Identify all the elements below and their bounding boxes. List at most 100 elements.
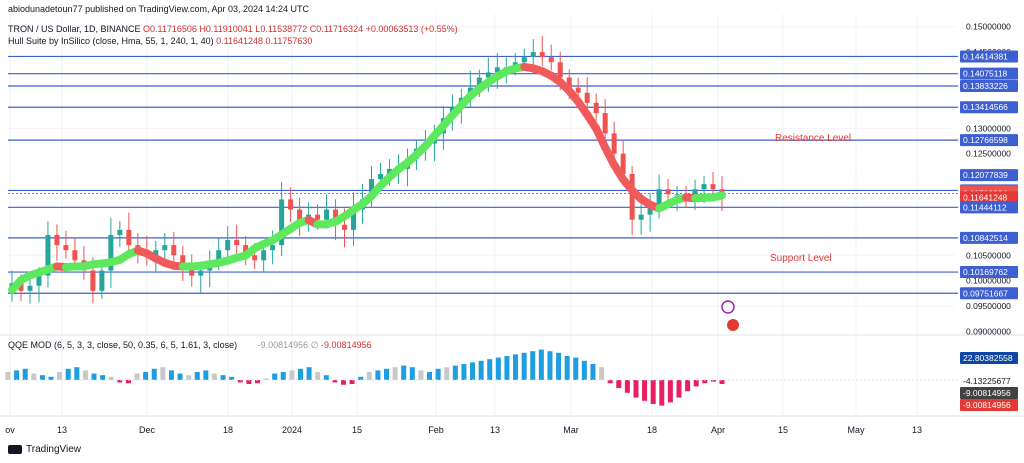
qqe-bar (521, 352, 527, 380)
qqe-bar (91, 373, 97, 380)
candle (386, 168, 392, 174)
flag-icon (727, 319, 739, 331)
candle (665, 189, 671, 195)
qqe-bar (530, 351, 536, 380)
candle (315, 214, 321, 220)
candle (620, 153, 626, 174)
qqe-bar (504, 356, 510, 380)
qqe-bar (624, 380, 630, 393)
candle (90, 270, 96, 291)
candle (252, 255, 258, 261)
candle (539, 52, 545, 58)
qqe-bar (82, 370, 88, 380)
lightning-icon (721, 300, 735, 314)
price-tag-bg (960, 266, 1018, 279)
hull-band-segment (709, 191, 726, 202)
qqe-bar (590, 364, 596, 380)
qqe-bar (168, 370, 174, 380)
qqe-bar (616, 380, 622, 388)
candle (198, 270, 204, 276)
qqe-tag-bg (960, 352, 1018, 364)
qqe-bar (143, 372, 149, 380)
qqe-bar (340, 380, 346, 385)
candle (647, 204, 653, 215)
candle (189, 265, 195, 276)
candle (216, 250, 222, 261)
candle (234, 240, 240, 246)
price-tag: 0.11444112 (963, 202, 1007, 212)
price-tag: 0.13414566 (963, 102, 1008, 112)
support-label: Support Level (770, 253, 832, 264)
qqe-bar (676, 380, 682, 398)
y-axis-label: 0.09500000 (966, 301, 1011, 311)
qqe-bar (246, 380, 252, 384)
y-axis-label: 0.09000000 (966, 326, 1011, 336)
candle (153, 250, 159, 256)
price-tag-bg (960, 201, 1018, 214)
qqe-bar (108, 376, 114, 380)
x-tick-label: 15 (778, 425, 788, 435)
x-tick-label: 13 (490, 425, 500, 435)
candle (575, 87, 581, 93)
qqe-bar (659, 380, 665, 406)
x-tick-label: 2024 (282, 425, 302, 435)
price-tag-bg (960, 231, 1018, 244)
candle (54, 234, 60, 246)
y-axis-label: 0.10500000 (966, 250, 1011, 260)
qqe-bar (254, 380, 260, 384)
qqe-bar (134, 373, 140, 380)
candle (494, 67, 500, 73)
candle (162, 245, 168, 251)
qqe-bar (710, 380, 716, 382)
qqe-scale-label: -9.00814956 (963, 400, 1011, 410)
candle (629, 174, 635, 220)
qqe-bar (57, 372, 63, 380)
qqe-bar (100, 375, 106, 380)
qqe-bar (633, 380, 639, 398)
candle (288, 199, 294, 210)
candle (243, 245, 249, 256)
qqe-bar (452, 365, 458, 380)
candle (72, 250, 78, 261)
qqe-bar (332, 380, 338, 383)
price-tag: 0.14075118 (963, 69, 1008, 79)
qqe-bar (125, 380, 131, 384)
qqe-bar (573, 357, 579, 380)
price-tag: 0.13833226 (963, 81, 1008, 91)
qqe-bar (513, 354, 519, 380)
qqe-bar (65, 368, 71, 380)
qqe-bar (435, 368, 441, 380)
qqe-bar (289, 370, 295, 380)
x-tick-label: 18 (223, 425, 233, 435)
qqe-bar (418, 370, 424, 380)
candle (171, 245, 177, 256)
candle (557, 62, 563, 78)
tradingview-footer: TradingView (8, 444, 81, 455)
x-tick-label: Dec (139, 425, 156, 435)
qqe-bar (599, 367, 605, 380)
x-tick-label: Apr (711, 425, 725, 435)
candle (593, 102, 599, 114)
qqe-bar (297, 368, 303, 380)
qqe-bar (564, 356, 570, 380)
candle (36, 275, 42, 286)
qqe-bar (556, 352, 562, 380)
candle (584, 92, 590, 103)
qqe-bar (151, 368, 157, 380)
qqe-bar (495, 357, 501, 380)
hull-legend: Hull Suite by InSilico (close, Hma, 55, … (8, 36, 312, 46)
publisher-line: abiodunadetoun77 published on TradingVie… (8, 4, 310, 14)
price-tag: 0.12766598 (963, 135, 1008, 145)
x-tick-label: 13 (57, 425, 67, 435)
candle (126, 229, 132, 246)
qqe-bar (229, 376, 235, 380)
resistance-label: Resistance Level (775, 133, 851, 144)
qqe-scale-label: 22.80382558 (963, 353, 1013, 363)
y-axis-label: 0.13000000 (966, 123, 1011, 133)
candle (611, 133, 617, 154)
price-tag: 0.09751667 (963, 288, 1008, 298)
qqe-bar (392, 367, 398, 380)
candle (18, 283, 24, 291)
candle (368, 179, 374, 200)
qqe-empty-symbol: ∅ (310, 340, 319, 350)
